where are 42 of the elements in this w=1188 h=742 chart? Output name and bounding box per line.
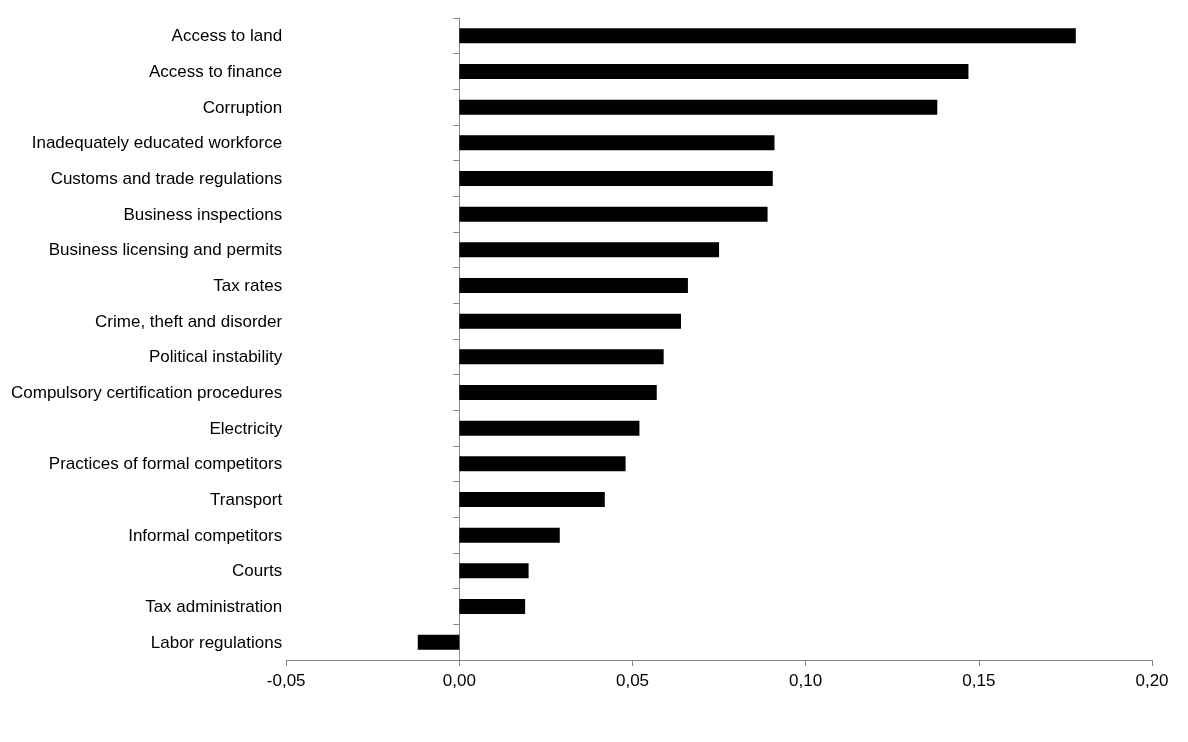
y-tick-label: Business licensing and permits	[48, 240, 283, 260]
bar	[459, 527, 560, 543]
y-tick-label: Crime, theft and disorder	[95, 311, 283, 331]
y-tick-label: Compulsory certification procedures	[11, 383, 283, 402]
bar	[459, 278, 688, 293]
y-tick-label: Corruption	[202, 97, 283, 117]
bar	[459, 64, 969, 79]
y-tick-label: Access to land	[171, 26, 283, 46]
y-tick-label: Labor regulations	[150, 632, 283, 652]
x-tick-label: 0,15	[962, 671, 996, 690]
bar	[459, 242, 720, 258]
bar	[459, 28, 1076, 44]
y-tick-label: Inadequately educated workforce	[31, 133, 283, 153]
bar	[459, 563, 529, 579]
bar	[459, 492, 605, 507]
bar	[459, 171, 773, 186]
y-tick-label: Electricity	[209, 418, 283, 438]
bar	[459, 456, 626, 472]
bar	[459, 349, 664, 365]
bar	[459, 313, 681, 329]
x-tick-label: 0,05	[615, 671, 650, 690]
y-tick-label: Courts	[232, 561, 283, 581]
bar	[459, 420, 640, 436]
x-tick-label: 0,10	[789, 671, 823, 690]
y-tick-label: Access to finance	[148, 62, 283, 81]
y-tick-label: Business inspections	[123, 204, 283, 224]
bar	[459, 599, 526, 614]
x-tick-label: 0,00	[442, 671, 476, 690]
y-tick-label: Tax administration	[145, 597, 283, 616]
bar	[459, 385, 657, 400]
y-tick-label: Customs and trade regulations	[50, 169, 283, 188]
x-tick-label: 0,20	[1135, 671, 1169, 690]
y-tick-label: Political instability	[148, 347, 283, 367]
x-tick-label: -0,05	[266, 671, 306, 690]
y-tick-label: Transport	[210, 490, 283, 509]
bar	[459, 206, 768, 222]
bar	[459, 99, 938, 115]
bar	[459, 135, 775, 151]
y-tick-label: Tax rates	[213, 276, 283, 295]
bar	[417, 634, 460, 650]
y-tick-label: Informal competitors	[128, 525, 283, 545]
y-tick-label: Practices of formal competitors	[48, 454, 283, 474]
